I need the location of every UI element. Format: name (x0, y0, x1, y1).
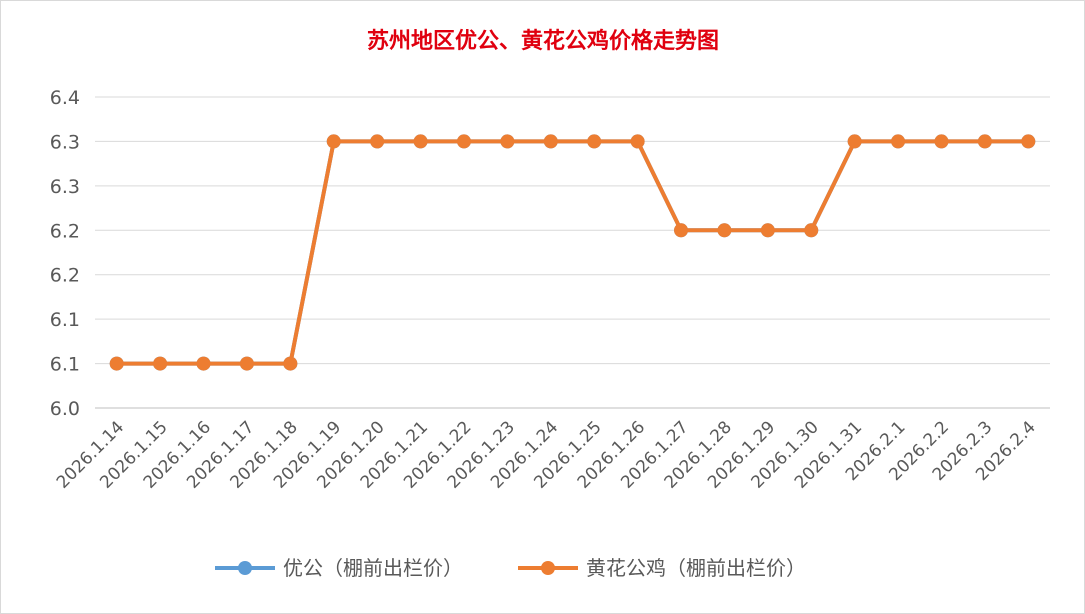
y-tick-label: 6.2 (50, 265, 80, 287)
data-point (153, 356, 168, 371)
series-1 (109, 134, 1036, 371)
data-point (847, 134, 862, 149)
data-point (500, 134, 515, 149)
data-point (413, 134, 428, 149)
data-point (674, 223, 689, 238)
data-point (326, 134, 341, 149)
legend-item-0: 优公（棚前出栏价） (215, 556, 463, 580)
y-tick-label: 6.2 (50, 220, 80, 242)
data-point (587, 134, 602, 149)
data-point (630, 134, 645, 149)
data-point (370, 134, 385, 149)
series-line (116, 139, 1029, 366)
data-point (109, 356, 124, 371)
data-point (977, 134, 992, 149)
legend-label: 黄花公鸡（棚前出栏价） (586, 556, 806, 580)
data-point (456, 134, 471, 149)
data-point (760, 223, 775, 238)
chart-title: 苏州地区优公、黄花公鸡价格走势图 (367, 28, 719, 54)
y-tick-label: 6.1 (50, 309, 80, 331)
data-point (717, 223, 732, 238)
legend-item-1: 黄花公鸡（棚前出栏价） (518, 556, 806, 580)
data-point (891, 134, 906, 149)
data-point (543, 134, 558, 149)
data-point (283, 356, 298, 371)
legend-swatch-marker (541, 561, 555, 575)
legend-label: 优公（棚前出栏价） (283, 556, 463, 580)
y-tick-label: 6.3 (50, 131, 80, 153)
data-point (804, 223, 819, 238)
legend-swatch-marker (238, 561, 252, 575)
y-tick-label: 6.3 (50, 176, 80, 198)
y-tick-label: 6.4 (50, 87, 80, 109)
y-tick-label: 6.0 (50, 398, 80, 420)
data-point (1021, 134, 1036, 149)
series-0 (109, 134, 1036, 371)
data-point (934, 134, 949, 149)
series-line (116, 139, 1029, 366)
data-point (239, 356, 254, 371)
y-tick-label: 6.1 (50, 354, 80, 376)
data-point (196, 356, 211, 371)
